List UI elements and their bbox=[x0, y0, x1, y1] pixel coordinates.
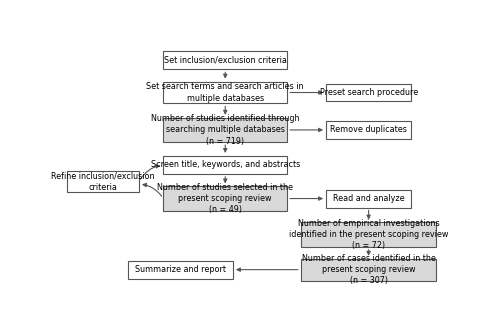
Text: Remove duplicates: Remove duplicates bbox=[330, 125, 407, 134]
Text: Number of cases identified in the
present scoping review
(n = 307): Number of cases identified in the presen… bbox=[302, 254, 436, 285]
Text: Number of studies selected in the
present scoping review
(n = 49): Number of studies selected in the presen… bbox=[157, 183, 293, 214]
FancyBboxPatch shape bbox=[301, 259, 436, 281]
FancyBboxPatch shape bbox=[163, 118, 287, 142]
Text: Summarize and report: Summarize and report bbox=[135, 265, 226, 274]
FancyBboxPatch shape bbox=[163, 186, 287, 211]
FancyBboxPatch shape bbox=[163, 82, 287, 103]
FancyBboxPatch shape bbox=[301, 223, 436, 247]
Text: Read and analyze: Read and analyze bbox=[333, 194, 404, 203]
FancyBboxPatch shape bbox=[326, 121, 411, 139]
Text: Number of empirical investigations
identified in the present scoping review
(n =: Number of empirical investigations ident… bbox=[289, 219, 448, 250]
Text: Screen title, keywords, and abstracts: Screen title, keywords, and abstracts bbox=[150, 160, 300, 169]
FancyBboxPatch shape bbox=[326, 84, 411, 101]
FancyBboxPatch shape bbox=[163, 51, 287, 69]
FancyBboxPatch shape bbox=[163, 156, 287, 174]
FancyBboxPatch shape bbox=[128, 261, 233, 279]
Text: Refine inclusion/exclusion
criteria: Refine inclusion/exclusion criteria bbox=[52, 171, 155, 191]
Text: Set inclusion/exclusion criteria: Set inclusion/exclusion criteria bbox=[164, 56, 286, 64]
Text: Preset search procedure: Preset search procedure bbox=[320, 88, 418, 97]
Text: Number of studies identified through
searching multiple databases
(n = 719): Number of studies identified through sea… bbox=[151, 114, 300, 145]
FancyBboxPatch shape bbox=[68, 171, 139, 192]
Text: Set search terms and search articles in
multiple databases: Set search terms and search articles in … bbox=[146, 83, 304, 103]
FancyBboxPatch shape bbox=[326, 190, 411, 208]
